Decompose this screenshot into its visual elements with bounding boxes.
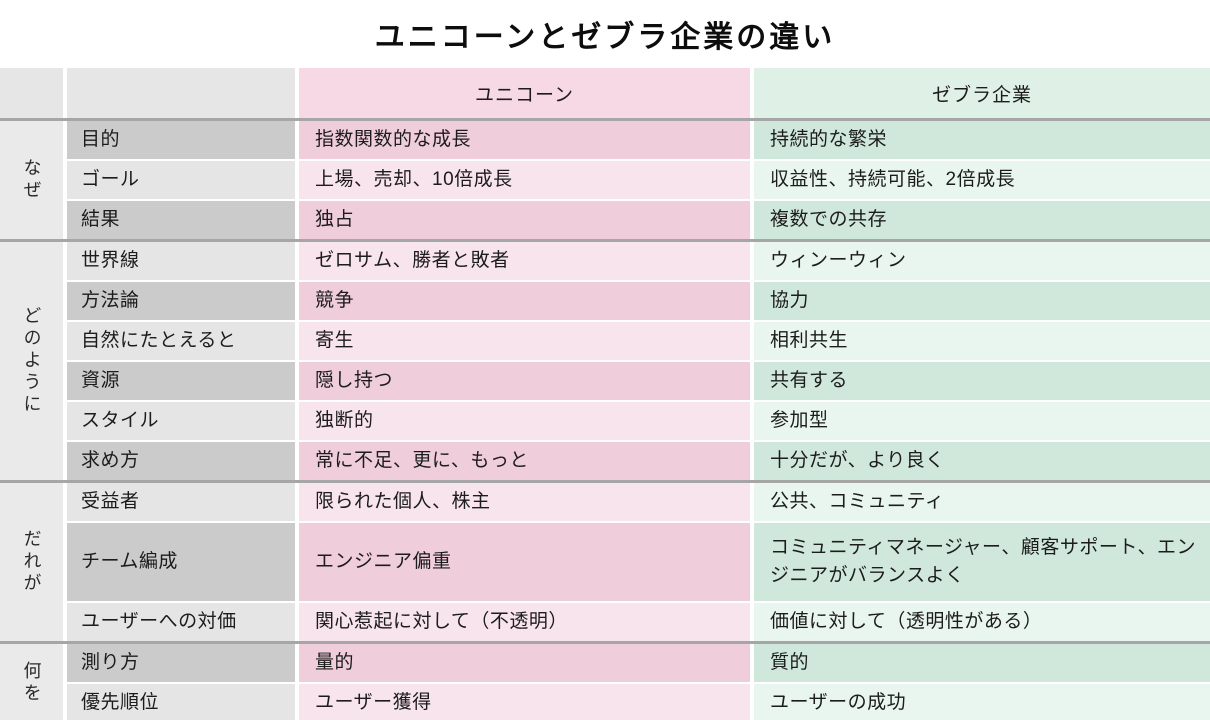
- row-label: 結果: [67, 201, 295, 239]
- row-label: チーム編成: [67, 523, 295, 601]
- zebra-cell: 複数での共存: [754, 201, 1210, 239]
- unicorn-cell: 常に不足、更に、もっと: [299, 442, 750, 480]
- comparison-table: ユニコーン ゼブラ企業 なぜ 目的 指数関数的な成長 持続的な繁栄ゴール 上場、売却、1…: [0, 68, 1210, 720]
- zebra-cell: ウィンーウィン: [754, 242, 1210, 280]
- zebra-cell: 持続的な繁栄: [754, 121, 1210, 159]
- unicorn-cell: 限られた個人、株主: [299, 483, 750, 521]
- unicorn-cell: ユーザー獲得: [299, 684, 750, 720]
- table-groups: なぜ 目的 指数関数的な成長 持続的な繁栄ゴール 上場、売却、10倍成長 収益性、持続可能…: [0, 118, 1210, 720]
- group-label: だれが: [0, 483, 63, 641]
- header-attribute-cell: [67, 68, 295, 118]
- group-label: 何を: [0, 644, 63, 720]
- unicorn-cell: エンジニア偏重: [299, 523, 750, 601]
- row-label: スタイル: [67, 402, 295, 440]
- unicorn-cell: 上場、売却、10倍成長: [299, 161, 750, 199]
- row-group: だれが 受益者 限られた個人、株主 公共、コミュニティチーム編成 エンジニア偏重 コミュニ…: [0, 480, 1210, 641]
- zebra-cell: 協力: [754, 282, 1210, 320]
- zebra-cell: 公共、コミュニティ: [754, 483, 1210, 521]
- zebra-cell: 十分だが、より良く: [754, 442, 1210, 480]
- header-unicorn: ユニコーン: [299, 68, 750, 118]
- zebra-cell: 収益性、持続可能、2倍成長: [754, 161, 1210, 199]
- zebra-cell: 共有する: [754, 362, 1210, 400]
- row-label: 方法論: [67, 282, 295, 320]
- unicorn-cell: 寄生: [299, 322, 750, 360]
- unicorn-cell: 隠し持つ: [299, 362, 750, 400]
- group-label: どのように: [0, 242, 63, 480]
- unicorn-cell: 関心惹起に対して（不透明）: [299, 603, 750, 641]
- title-bar: ユニコーンとゼブラ企業の違い: [0, 0, 1210, 68]
- zebra-cell: 質的: [754, 644, 1210, 682]
- page-title: ユニコーンとゼブラ企業の違い: [374, 21, 836, 54]
- unicorn-cell: 独断的: [299, 402, 750, 440]
- row-label: 求め方: [67, 442, 295, 480]
- zebra-cell: コミュニティマネージャー、顧客サポート、エンジニアがバランスよく: [754, 523, 1210, 601]
- unicorn-cell: 指数関数的な成長: [299, 121, 750, 159]
- zebra-cell: 価値に対して（透明性がある）: [754, 603, 1210, 641]
- row-label: ゴール: [67, 161, 295, 199]
- unicorn-cell: ゼロサム、勝者と敗者: [299, 242, 750, 280]
- zebra-cell: 相利共生: [754, 322, 1210, 360]
- row-label: 受益者: [67, 483, 295, 521]
- header-corner-cell: [0, 68, 63, 118]
- row-group: どのように 世界線 ゼロサム、勝者と敗者 ウィンーウィン方法論 競争 協力自然にたとえると…: [0, 239, 1210, 480]
- row-group: 何を 測り方 量的 質的優先順位 ユーザー獲得 ユーザーの成功: [0, 641, 1210, 720]
- row-label: 自然にたとえると: [67, 322, 295, 360]
- row-label: 目的: [67, 121, 295, 159]
- unicorn-cell: 競争: [299, 282, 750, 320]
- row-label: 資源: [67, 362, 295, 400]
- row-group: なぜ 目的 指数関数的な成長 持続的な繁栄ゴール 上場、売却、10倍成長 収益性、持続可能…: [0, 118, 1210, 239]
- row-label: 世界線: [67, 242, 295, 280]
- zebra-cell: ユーザーの成功: [754, 684, 1210, 720]
- zebra-cell: 参加型: [754, 402, 1210, 440]
- header-zebra: ゼブラ企業: [754, 68, 1210, 118]
- unicorn-cell: 量的: [299, 644, 750, 682]
- row-label: ユーザーへの対価: [67, 603, 295, 641]
- group-label: なぜ: [0, 121, 63, 239]
- row-label: 測り方: [67, 644, 295, 682]
- row-label: 優先順位: [67, 684, 295, 720]
- unicorn-cell: 独占: [299, 201, 750, 239]
- table-header-row: ユニコーン ゼブラ企業: [0, 68, 1210, 118]
